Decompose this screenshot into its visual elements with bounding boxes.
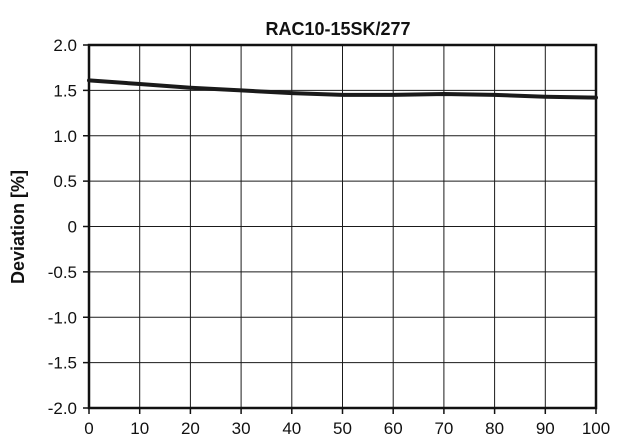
x-tick-label: 60 [384, 419, 403, 438]
x-tick-label: 20 [181, 419, 200, 438]
y-tick-label: -2.0 [48, 399, 77, 418]
x-tick-label: 10 [130, 419, 149, 438]
x-tick-label: 0 [84, 419, 93, 438]
x-tick-label: 50 [333, 419, 352, 438]
x-tick-label: 40 [282, 419, 301, 438]
y-tick-labels: 2.0 1.5 1.0 0.5 0 -0.5 -1.0 -1.5 -2.0 [48, 36, 77, 418]
x-tick-label: 30 [232, 419, 251, 438]
x-tick-label: 80 [485, 419, 504, 438]
y-tick-label: -0.5 [48, 263, 77, 282]
y-tick-label: -1.5 [48, 354, 77, 373]
x-tick-label: 90 [536, 419, 555, 438]
y-tick-label: 2.0 [53, 36, 77, 55]
y-tick-label: 1.5 [53, 81, 77, 100]
y-axis-title: Deviation [%] [8, 170, 28, 284]
y-tick-label: -1.0 [48, 308, 77, 327]
chart-title: RAC10-15SK/277 [265, 19, 410, 39]
plot-frame-layer [83, 45, 596, 414]
grid-layer [89, 45, 596, 408]
y-tick-label: 0 [68, 218, 77, 237]
y-tick-label: 0.5 [53, 172, 77, 191]
x-tick-labels: 0 10 20 30 40 50 60 70 80 90 100 [84, 419, 610, 438]
y-tick-label: 1.0 [53, 127, 77, 146]
x-tick-label: 70 [434, 419, 453, 438]
x-tick-label: 100 [582, 419, 610, 438]
